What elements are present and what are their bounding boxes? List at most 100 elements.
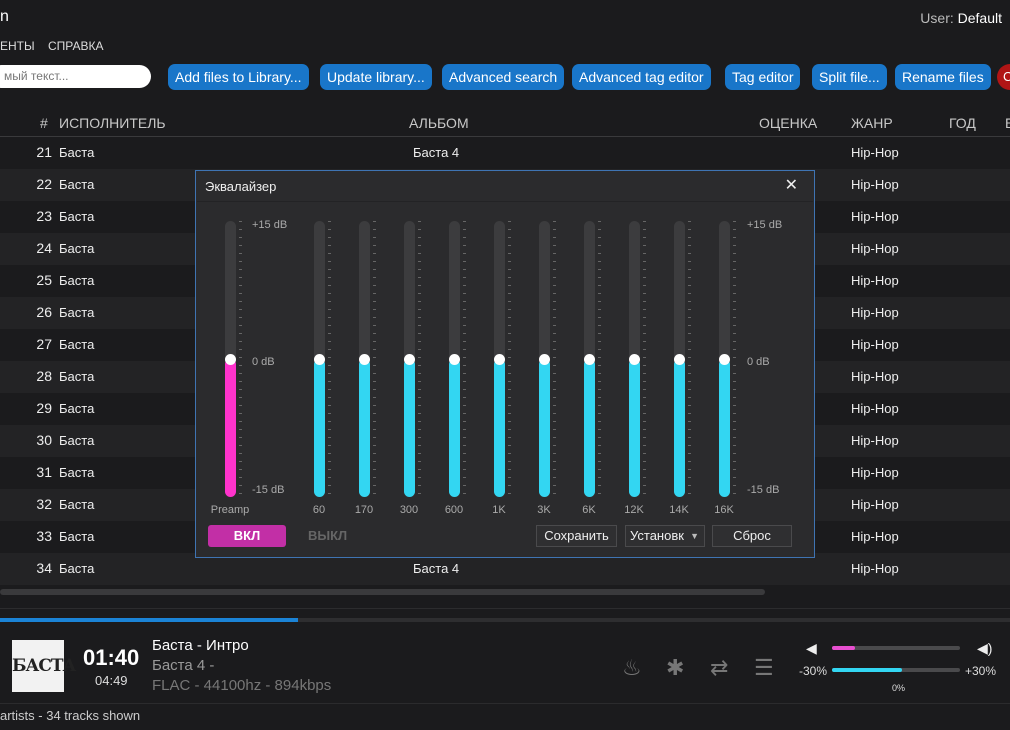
track-genre: Hip-Hop bbox=[851, 209, 899, 224]
track-number: 21 bbox=[36, 144, 52, 160]
player-bar bbox=[0, 618, 1010, 703]
band-60-slider-knob[interactable] bbox=[314, 354, 325, 365]
rename-files-button[interactable]: Rename files bbox=[895, 64, 991, 90]
band-60-slider[interactable] bbox=[314, 221, 325, 497]
band-1k-slider-knob[interactable] bbox=[494, 354, 505, 365]
table-row[interactable]: 29 Баста Hip-Hop bbox=[0, 393, 1010, 425]
preamp-slider-knob[interactable] bbox=[225, 354, 236, 365]
band-600-slider-knob[interactable] bbox=[449, 354, 460, 365]
band-600-slider[interactable] bbox=[449, 221, 460, 497]
advanced-tag-editor-button[interactable]: Advanced tag editor bbox=[572, 64, 711, 90]
band-16k-label: 16K bbox=[714, 504, 734, 516]
band-300-slider-knob[interactable] bbox=[404, 354, 415, 365]
col-year[interactable]: ГОД bbox=[949, 115, 976, 131]
col-number[interactable]: # bbox=[40, 115, 48, 131]
band-14k-slider[interactable] bbox=[674, 221, 685, 497]
track-artist: Баста bbox=[59, 433, 95, 448]
menu-item-instruments[interactable]: ЕНТЫ bbox=[0, 39, 35, 53]
album-cover: БАСТА bbox=[12, 640, 76, 692]
band-300-slider[interactable] bbox=[404, 221, 415, 497]
band-1k-slider[interactable] bbox=[494, 221, 505, 497]
volume-low-icon[interactable]: ◀ bbox=[806, 640, 817, 656]
eq-off-button[interactable]: ВЫКЛ bbox=[308, 528, 348, 543]
close-icon[interactable]: ✕ bbox=[784, 177, 798, 194]
band-3k-slider[interactable] bbox=[539, 221, 550, 497]
menu-icon[interactable]: ☰ bbox=[754, 655, 774, 680]
advanced-search-button[interactable]: Advanced search bbox=[442, 64, 565, 90]
band-1k-slider-fill bbox=[494, 359, 505, 497]
equalizer-title-divider bbox=[197, 201, 813, 202]
user-indicator[interactable]: User: Default bbox=[920, 10, 1002, 26]
eq-preset-select[interactable]: Установк ▼ bbox=[625, 525, 705, 547]
band-170-slider[interactable] bbox=[359, 221, 370, 497]
track-genre: Hip-Hop bbox=[851, 337, 899, 352]
table-row[interactable]: 34 Баста Баста 4 Hip-Hop bbox=[0, 553, 1010, 585]
volume-slider[interactable] bbox=[832, 646, 960, 650]
col-genre[interactable]: ЖАНР bbox=[851, 115, 893, 131]
eq-on-button[interactable]: ВКЛ bbox=[208, 525, 286, 547]
band-16k-slider[interactable] bbox=[719, 221, 730, 497]
band-300-slider-fill bbox=[404, 359, 415, 497]
table-header: # ИСПОЛНИТЕЛЬ АЛЬБОМ ОЦЕНКА ЖАНР ГОД E bbox=[0, 108, 1010, 137]
track-number: 25 bbox=[36, 272, 52, 288]
band-3k-ticks bbox=[553, 221, 556, 497]
band-16k-slider-knob[interactable] bbox=[719, 354, 730, 365]
track-genre: Hip-Hop bbox=[851, 561, 899, 576]
balance-slider[interactable] bbox=[832, 668, 960, 672]
search-input[interactable]: мый текст... bbox=[0, 65, 151, 88]
preamp-ticks bbox=[239, 221, 242, 497]
balance-left-label: -30% bbox=[799, 664, 828, 678]
band-14k-slider-knob[interactable] bbox=[674, 354, 685, 365]
shuffle-icon[interactable]: ⇄ bbox=[710, 655, 729, 680]
band-12k-slider-knob[interactable] bbox=[629, 354, 640, 365]
band-6k-slider[interactable] bbox=[584, 221, 595, 497]
toolbar: мый текст... Add files to Library... Upd… bbox=[0, 62, 1010, 92]
flame-icon[interactable]: ♨ bbox=[622, 655, 642, 680]
extra-button[interactable]: C bbox=[997, 64, 1010, 90]
table-row[interactable]: 33 Баста Hip-Hop bbox=[0, 521, 1010, 553]
table-row[interactable]: 31 Баста Hip-Hop bbox=[0, 457, 1010, 489]
db-bottom-left: -15 dB bbox=[252, 484, 285, 496]
band-6k-slider-knob[interactable] bbox=[584, 354, 595, 365]
table-row[interactable]: 27 Баста Hip-Hop bbox=[0, 329, 1010, 361]
band-6k-ticks bbox=[598, 221, 601, 497]
track-number: 30 bbox=[36, 432, 52, 448]
table-row[interactable]: 25 Баста Hip-Hop bbox=[0, 265, 1010, 297]
track-genre: Hip-Hop bbox=[851, 465, 899, 480]
preamp-slider[interactable] bbox=[225, 221, 236, 497]
col-album[interactable]: АЛЬБОМ bbox=[409, 115, 469, 131]
preamp-label: Preamp bbox=[210, 504, 250, 516]
col-artist[interactable]: ИСПОЛНИТЕЛЬ bbox=[59, 115, 166, 131]
eq-reset-button[interactable]: Сброс bbox=[712, 525, 792, 547]
balance-right-label: +30% bbox=[965, 664, 997, 678]
track-genre: Hip-Hop bbox=[851, 273, 899, 288]
update-library-button[interactable]: Update library... bbox=[320, 64, 432, 90]
table-row[interactable]: 23 Баста Hip-Hop bbox=[0, 201, 1010, 233]
track-number: 24 bbox=[36, 240, 52, 256]
track-artist: Баста bbox=[59, 497, 95, 512]
track-artist: Баста bbox=[59, 177, 95, 192]
playback-progress-fill bbox=[0, 618, 298, 622]
table-row[interactable]: 21 Баста Баста 4 Hip-Hop bbox=[0, 137, 1010, 169]
tag-editor-button[interactable]: Tag editor bbox=[725, 64, 801, 90]
add-files-button[interactable]: Add files to Library... bbox=[168, 64, 309, 90]
track-artist: Баста bbox=[59, 273, 95, 288]
band-170-slider-knob[interactable] bbox=[359, 354, 370, 365]
eq-save-button[interactable]: Сохранить bbox=[536, 525, 617, 547]
chevron-down-icon: ▼ bbox=[690, 531, 699, 541]
band-3k-slider-knob[interactable] bbox=[539, 354, 550, 365]
playback-progress[interactable] bbox=[0, 618, 1010, 622]
track-number: 28 bbox=[36, 368, 52, 384]
band-12k-slider[interactable] bbox=[629, 221, 640, 497]
track-number: 29 bbox=[36, 400, 52, 416]
band-16k-ticks bbox=[733, 221, 736, 497]
asterisk-icon[interactable]: ✱ bbox=[666, 655, 685, 680]
col-rating[interactable]: ОЦЕНКА bbox=[759, 115, 818, 131]
menu-item-help[interactable]: СПРАВКА bbox=[48, 39, 104, 53]
horizontal-scrollbar[interactable] bbox=[0, 589, 765, 595]
track-genre: Hip-Hop bbox=[851, 241, 899, 256]
split-file-button[interactable]: Split file... bbox=[812, 64, 887, 90]
track-album: Баста 4 bbox=[413, 145, 460, 160]
col-extra[interactable]: E bbox=[1005, 115, 1010, 131]
volume-high-icon[interactable]: ◀) bbox=[977, 640, 993, 656]
